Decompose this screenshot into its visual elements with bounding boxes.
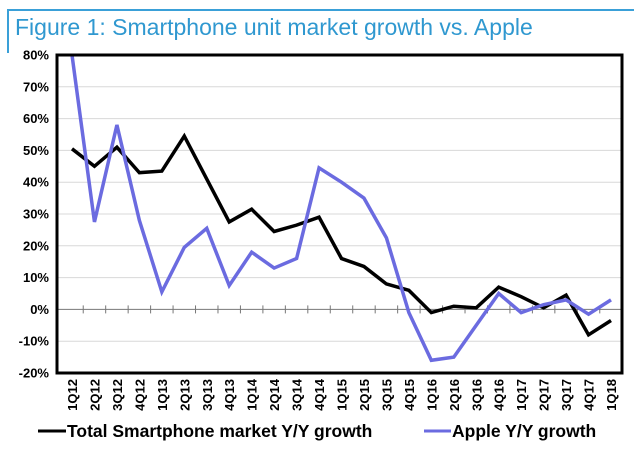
x-tick-label: 2Q15 — [357, 379, 372, 411]
x-tick-label: 3Q15 — [379, 379, 394, 411]
y-tick-label: 0% — [30, 302, 49, 317]
x-tick-label: 1Q18 — [604, 379, 619, 411]
series-line-apple — [70, 55, 612, 363]
x-tick-label: 4Q14 — [312, 378, 327, 411]
chart-title: Figure 1: Smartphone unit market growth … — [15, 14, 533, 40]
legend-label-total: Total Smartphone market Y/Y growth — [67, 421, 372, 441]
header-rule-top — [7, 9, 634, 11]
x-tick-label: 3Q17 — [559, 379, 574, 411]
x-tick-label: 4Q17 — [582, 379, 597, 411]
x-tick-label: 2Q14 — [267, 378, 282, 411]
x-axis-ticks: 1Q12 2Q12 3Q12 4Q12 1Q13 2Q13 3Q13 4Q13 1Q14 2Q14… — [65, 305, 619, 411]
x-tick-label: 1Q13 — [155, 379, 170, 411]
x-tick-label: 1Q14 — [245, 378, 260, 411]
x-tick-label: 2Q13 — [177, 379, 192, 411]
y-tick-label: 10% — [23, 270, 49, 285]
y-axis-ticks: 80% 70% 60% 50% 40% 30% 20% 10% 0% -10% -20% — [19, 48, 50, 381]
plot-frame — [55, 53, 624, 375]
x-tick-label: 4Q13 — [222, 379, 237, 411]
gridlines — [57, 54, 622, 374]
x-tick-label: 3Q16 — [469, 379, 484, 411]
y-tick-label: -10% — [19, 334, 50, 349]
y-tick-label: 80% — [23, 48, 49, 63]
y-tick-label: 40% — [23, 175, 49, 190]
x-tick-label: 4Q15 — [402, 379, 417, 411]
legend-label-apple: Apple Y/Y growth — [452, 421, 596, 441]
x-tick-label: 2Q12 — [87, 379, 102, 411]
x-tick-label: 4Q16 — [492, 379, 507, 411]
y-tick-label: 20% — [23, 238, 49, 253]
x-tick-label: 1Q16 — [424, 379, 439, 411]
x-tick-label: 3Q13 — [200, 379, 215, 411]
y-tick-label: 30% — [23, 207, 49, 222]
x-tick-label: 2Q17 — [537, 379, 552, 411]
x-tick-label: 3Q14 — [290, 378, 305, 411]
header-rule-left — [7, 9, 9, 53]
y-tick-label: 70% — [23, 79, 49, 94]
x-tick-label: 1Q15 — [335, 379, 350, 411]
x-tick-label: 4Q12 — [132, 379, 147, 411]
y-tick-label: 60% — [23, 111, 49, 126]
x-tick-label: 3Q12 — [110, 379, 125, 411]
series-line-total-market — [70, 132, 612, 338]
series-lines — [70, 54, 612, 363]
x-tick-label: 1Q12 — [65, 379, 80, 411]
y-tick-label: 50% — [23, 143, 49, 158]
x-tick-label: 2Q16 — [447, 379, 462, 411]
x-tick-label: 1Q17 — [514, 379, 529, 411]
y-tick-label: -20% — [19, 366, 50, 381]
legend: Total Smartphone market Y/Y growth Apple… — [38, 421, 596, 441]
